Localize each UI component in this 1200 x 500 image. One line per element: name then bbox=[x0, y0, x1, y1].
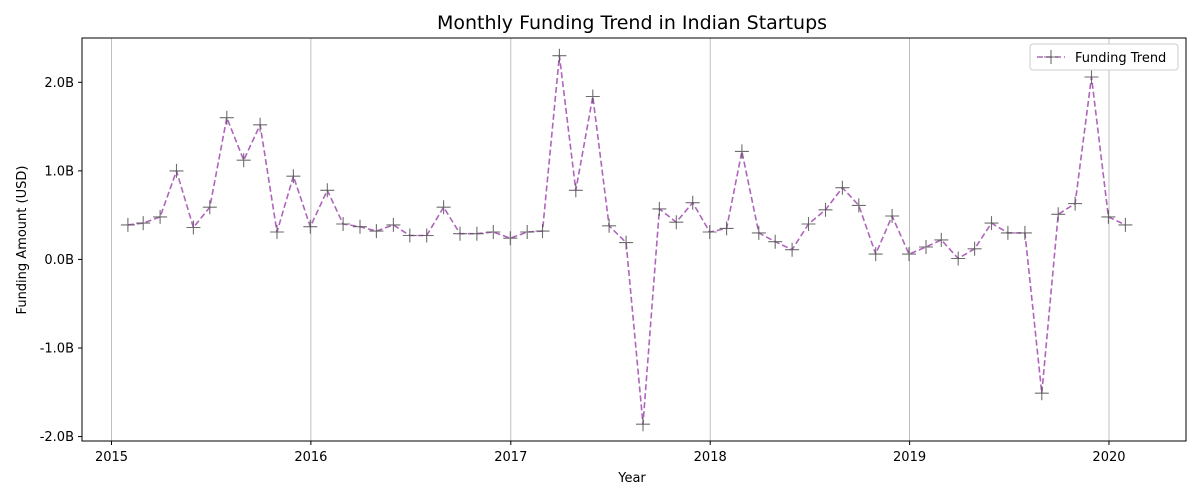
data-point-marker bbox=[951, 251, 966, 266]
data-point-marker bbox=[885, 209, 900, 223]
data-point-marker bbox=[1017, 225, 1032, 240]
data-point-marker bbox=[486, 225, 501, 239]
data-point-marker bbox=[967, 241, 982, 256]
data-point-marker bbox=[734, 144, 749, 159]
data-point-marker bbox=[186, 220, 201, 235]
x-axis-label: Year bbox=[617, 471, 646, 486]
data-point-marker bbox=[320, 183, 335, 198]
x-tick-label: 2017 bbox=[494, 450, 527, 465]
x-axis: 2015 2016 2017 2018 2019 2020 bbox=[95, 441, 1126, 465]
legend-marker-swatch bbox=[1044, 50, 1058, 64]
data-point-marker bbox=[153, 209, 168, 224]
data-point-marker bbox=[535, 224, 550, 239]
data-point-marker bbox=[669, 215, 684, 230]
x-tick-label: 2019 bbox=[893, 450, 926, 465]
data-point-marker bbox=[270, 225, 284, 239]
x-tick-label: 2016 bbox=[294, 450, 327, 465]
legend-box bbox=[1029, 43, 1179, 71]
data-point-marker bbox=[236, 153, 251, 168]
data-point-marker bbox=[851, 198, 866, 213]
data-point-marker bbox=[303, 219, 318, 234]
data-point-marker bbox=[253, 117, 268, 132]
plot-area-frame bbox=[81, 37, 1187, 442]
data-point-marker bbox=[353, 219, 367, 234]
data-point-marker bbox=[1118, 217, 1133, 232]
data-point-marker bbox=[902, 247, 916, 262]
data-point-marker bbox=[1000, 225, 1015, 240]
y-tick-label: 0.0B bbox=[44, 253, 74, 268]
data-point-marker bbox=[469, 226, 484, 241]
data-point-marker bbox=[369, 224, 384, 239]
data-point-marker bbox=[768, 234, 783, 249]
data-point-marker bbox=[868, 247, 883, 262]
data-point-marker bbox=[436, 200, 451, 215]
data-point-marker bbox=[685, 195, 700, 210]
data-point-marker bbox=[602, 218, 617, 233]
data-point-marker bbox=[386, 217, 401, 232]
data-point-marker bbox=[785, 242, 800, 257]
data-point-marker bbox=[919, 240, 933, 254]
legend: Funding Trend bbox=[1029, 43, 1179, 71]
y-tick-label: -2.0B bbox=[40, 430, 74, 445]
data-point-marker bbox=[818, 202, 833, 217]
data-point-marker bbox=[619, 235, 634, 250]
data-point-marker bbox=[136, 216, 151, 231]
y-axis: -2.0B -1.0B 0.0B 1.0B 2.0B bbox=[40, 76, 82, 445]
y-tick-label: 2.0B bbox=[44, 76, 74, 91]
data-point-marker bbox=[984, 216, 999, 231]
data-point-marker bbox=[934, 232, 949, 247]
data-point-marker bbox=[503, 231, 518, 246]
data-point-marker bbox=[202, 200, 217, 215]
data-point-marker bbox=[169, 163, 184, 178]
series-funding-trend bbox=[120, 48, 1133, 432]
data-point-marker bbox=[1068, 196, 1083, 211]
data-point-marker bbox=[702, 225, 717, 239]
data-point-marker bbox=[835, 180, 850, 195]
data-point-marker bbox=[419, 228, 434, 243]
data-point-marker bbox=[652, 201, 667, 216]
y-axis-label: Funding Amount (USD) bbox=[15, 166, 30, 315]
data-point-marker bbox=[568, 183, 583, 198]
data-point-marker bbox=[636, 417, 650, 432]
x-tick-label: 2015 bbox=[95, 450, 128, 465]
data-point-marker bbox=[453, 226, 467, 241]
x-tick-label: 2018 bbox=[694, 450, 727, 465]
data-point-marker bbox=[219, 110, 234, 125]
data-point-marker bbox=[120, 217, 135, 232]
data-point-marker bbox=[585, 89, 600, 104]
x-tick-label: 2020 bbox=[1092, 450, 1125, 465]
data-point-marker bbox=[552, 48, 567, 63]
data-point-marker bbox=[719, 221, 734, 236]
data-point-marker bbox=[286, 169, 301, 184]
data-point-marker bbox=[1084, 70, 1099, 84]
data-point-marker bbox=[1034, 386, 1049, 401]
data-point-marker bbox=[336, 217, 351, 231]
y-tick-label: -1.0B bbox=[40, 342, 74, 357]
legend-label-funding-trend: Funding Trend bbox=[1075, 51, 1166, 66]
data-point-marker bbox=[1051, 207, 1066, 222]
data-point-marker bbox=[801, 217, 816, 231]
data-point-marker bbox=[751, 225, 766, 240]
data-point-marker bbox=[402, 228, 417, 243]
y-tick-label: 1.0B bbox=[44, 164, 74, 179]
chart-title: Monthly Funding Trend in Indian Startups bbox=[437, 12, 827, 34]
data-point-marker bbox=[1101, 209, 1116, 224]
data-point-marker bbox=[520, 225, 535, 239]
